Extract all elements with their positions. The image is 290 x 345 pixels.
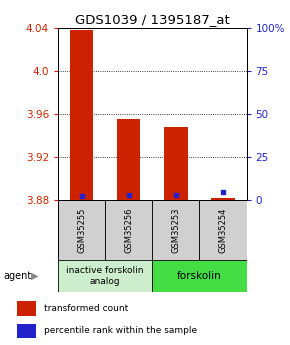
Text: GSM35256: GSM35256 xyxy=(124,208,133,253)
Text: GSM35254: GSM35254 xyxy=(218,208,227,253)
Bar xyxy=(117,119,140,200)
Text: forskolin: forskolin xyxy=(177,271,222,281)
Bar xyxy=(17,301,36,316)
Bar xyxy=(200,200,246,260)
Text: GSM35253: GSM35253 xyxy=(171,208,180,253)
Bar xyxy=(17,324,36,338)
Bar xyxy=(211,198,235,200)
Bar xyxy=(70,30,93,200)
Text: percentile rank within the sample: percentile rank within the sample xyxy=(44,326,197,335)
Text: ▶: ▶ xyxy=(31,271,39,281)
Bar xyxy=(164,127,188,200)
Text: transformed count: transformed count xyxy=(44,304,128,313)
Text: inactive forskolin
analog: inactive forskolin analog xyxy=(66,266,144,286)
Bar xyxy=(58,260,152,292)
Text: GSM35255: GSM35255 xyxy=(77,208,86,253)
Title: GDS1039 / 1395187_at: GDS1039 / 1395187_at xyxy=(75,13,230,27)
Text: agent: agent xyxy=(3,271,31,281)
Bar xyxy=(58,200,105,260)
Bar xyxy=(152,200,200,260)
Bar xyxy=(152,260,246,292)
Bar xyxy=(105,200,152,260)
